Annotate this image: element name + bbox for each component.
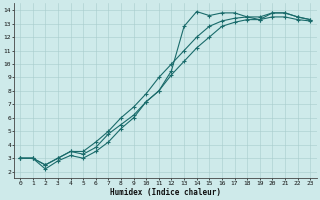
X-axis label: Humidex (Indice chaleur): Humidex (Indice chaleur) xyxy=(110,188,220,197)
